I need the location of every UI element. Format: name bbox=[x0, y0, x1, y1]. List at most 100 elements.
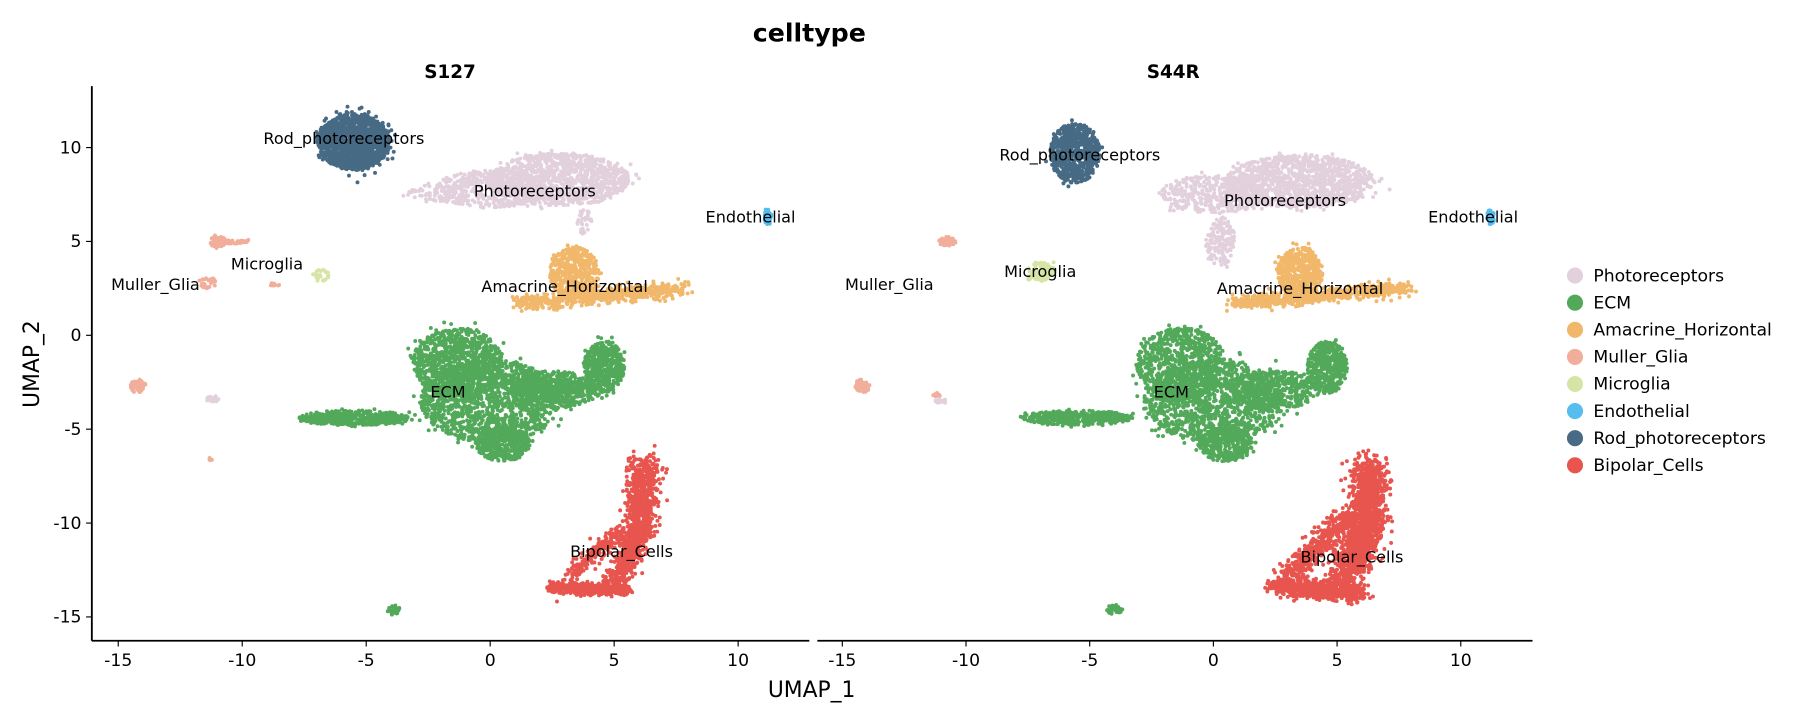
point-photoreceptors bbox=[504, 175, 509, 180]
point-amacrine-horizontal bbox=[593, 261, 598, 266]
point-amacrine-horizontal bbox=[576, 256, 581, 261]
point-ecm bbox=[441, 339, 445, 344]
point-rod-photoreceptors bbox=[322, 118, 327, 123]
point-amacrine-horizontal bbox=[650, 291, 655, 296]
point-amacrine-horizontal bbox=[664, 288, 669, 293]
point-photoreceptors bbox=[553, 175, 558, 180]
point-photoreceptors bbox=[584, 162, 589, 167]
point-ecm bbox=[499, 355, 504, 359]
point-ecm bbox=[453, 343, 458, 348]
point-amacrine-horizontal bbox=[566, 269, 571, 273]
point-photoreceptors bbox=[599, 179, 604, 184]
point-ecm bbox=[415, 366, 420, 371]
point-photoreceptors bbox=[487, 203, 492, 208]
point-photoreceptors bbox=[590, 174, 595, 179]
point-photoreceptors bbox=[513, 172, 518, 176]
point-rod-photoreceptors bbox=[344, 155, 349, 160]
point-photoreceptors bbox=[579, 227, 584, 232]
point-rod-photoreceptors bbox=[359, 105, 364, 110]
point-photoreceptors bbox=[452, 173, 457, 178]
point-photoreceptors bbox=[509, 159, 514, 164]
point-rod-photoreceptors bbox=[379, 156, 384, 161]
point-rod-photoreceptors bbox=[380, 120, 385, 125]
point-photoreceptors bbox=[409, 189, 414, 194]
point-photoreceptors bbox=[460, 175, 465, 180]
point-photoreceptors bbox=[574, 155, 579, 160]
point-photoreceptors bbox=[528, 157, 533, 162]
point-photoreceptors bbox=[440, 196, 445, 201]
point-ecm bbox=[424, 353, 428, 358]
point-photoreceptors bbox=[524, 155, 529, 160]
point-rod-photoreceptors bbox=[326, 124, 331, 128]
point-ecm bbox=[447, 361, 452, 366]
point-rod-photoreceptors bbox=[393, 132, 397, 137]
point-photoreceptors bbox=[602, 166, 607, 170]
point-amacrine-horizontal bbox=[547, 306, 552, 311]
point-ecm bbox=[420, 380, 425, 385]
point-amacrine-horizontal bbox=[560, 263, 565, 268]
point-photoreceptors bbox=[576, 218, 581, 222]
point-photoreceptors bbox=[500, 201, 505, 206]
point-amacrine-horizontal bbox=[675, 285, 680, 290]
point-photoreceptors bbox=[439, 185, 444, 190]
point-amacrine-horizontal bbox=[591, 255, 596, 260]
point-rod-photoreceptors bbox=[391, 149, 396, 154]
point-photoreceptors bbox=[606, 163, 611, 167]
point-photoreceptors bbox=[561, 203, 566, 207]
point-photoreceptors bbox=[418, 193, 422, 198]
point-rod-photoreceptors bbox=[366, 110, 371, 114]
point-amacrine-horizontal bbox=[676, 289, 681, 294]
point-photoreceptors bbox=[628, 162, 633, 167]
point-photoreceptors bbox=[500, 176, 505, 181]
point-rod-photoreceptors bbox=[355, 180, 360, 185]
point-ecm bbox=[442, 320, 447, 325]
point-photoreceptors bbox=[598, 186, 603, 191]
point-rod-photoreceptors bbox=[354, 158, 359, 163]
point-photoreceptors bbox=[549, 148, 554, 153]
point-photoreceptors bbox=[463, 184, 468, 189]
point-rod-photoreceptors bbox=[373, 170, 377, 175]
point-rod-photoreceptors bbox=[386, 123, 391, 128]
point-rod-photoreceptors bbox=[365, 163, 370, 168]
point-amacrine-horizontal bbox=[568, 305, 573, 310]
point-amacrine-horizontal bbox=[577, 263, 582, 268]
point-rod-photoreceptors bbox=[319, 149, 323, 154]
point-photoreceptors bbox=[431, 197, 436, 202]
point-ecm bbox=[428, 326, 433, 330]
point-photoreceptors bbox=[539, 153, 544, 158]
point-amacrine-horizontal bbox=[559, 269, 564, 274]
point-ecm bbox=[476, 345, 481, 350]
point-photoreceptors bbox=[488, 169, 493, 174]
point-photoreceptors bbox=[506, 163, 511, 168]
point-amacrine-horizontal bbox=[661, 296, 666, 300]
point-photoreceptors bbox=[598, 190, 603, 195]
point-ecm bbox=[452, 339, 457, 344]
point-amacrine-horizontal bbox=[584, 259, 589, 264]
point-amacrine-horizontal bbox=[670, 287, 675, 291]
point-amacrine-horizontal bbox=[550, 298, 555, 303]
point-photoreceptors bbox=[433, 190, 437, 195]
point-ecm bbox=[454, 347, 459, 352]
point-rod-photoreceptors bbox=[345, 114, 350, 118]
point-rod-photoreceptors bbox=[366, 156, 370, 161]
point-rod-photoreceptors bbox=[354, 147, 359, 152]
point-rod-photoreceptors bbox=[386, 148, 390, 153]
point-rod-photoreceptors bbox=[360, 118, 365, 123]
point-amacrine-horizontal bbox=[557, 265, 562, 270]
point-photoreceptors bbox=[464, 194, 468, 199]
point-amacrine-horizontal bbox=[558, 252, 563, 257]
point-amacrine-horizontal bbox=[558, 297, 563, 302]
point-ecm bbox=[482, 345, 487, 350]
point-photoreceptors bbox=[401, 193, 406, 198]
point-photoreceptors bbox=[444, 196, 449, 200]
point-ecm bbox=[439, 350, 444, 354]
point-photoreceptors bbox=[538, 163, 543, 168]
point-photoreceptors bbox=[580, 201, 584, 206]
point-amacrine-horizontal bbox=[567, 249, 572, 254]
point-photoreceptors bbox=[559, 155, 564, 160]
point-photoreceptors bbox=[498, 160, 503, 165]
point-photoreceptors bbox=[533, 163, 538, 168]
point-photoreceptors bbox=[437, 194, 442, 199]
point-amacrine-horizontal bbox=[651, 283, 655, 288]
point-photoreceptors bbox=[443, 178, 448, 183]
